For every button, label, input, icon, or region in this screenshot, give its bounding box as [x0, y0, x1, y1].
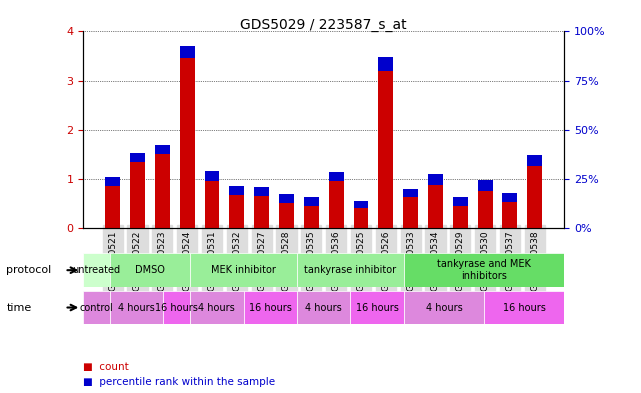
- Text: ■  count: ■ count: [83, 362, 129, 371]
- FancyBboxPatch shape: [297, 253, 404, 287]
- FancyBboxPatch shape: [163, 291, 190, 324]
- Bar: [229, 185, 244, 195]
- Bar: [503, 193, 517, 202]
- Text: ■  percentile rank within the sample: ■ percentile rank within the sample: [83, 377, 276, 387]
- Bar: [503, 202, 517, 228]
- FancyBboxPatch shape: [404, 291, 484, 324]
- Bar: [428, 174, 443, 185]
- Bar: [353, 201, 369, 208]
- Bar: [528, 155, 542, 165]
- FancyBboxPatch shape: [297, 291, 351, 324]
- Text: 4 hours: 4 hours: [426, 303, 462, 312]
- Text: 16 hours: 16 hours: [356, 303, 399, 312]
- Bar: [204, 181, 219, 228]
- Bar: [279, 193, 294, 204]
- Bar: [353, 208, 369, 228]
- Bar: [105, 186, 120, 228]
- Bar: [453, 206, 468, 228]
- Text: control: control: [80, 303, 113, 312]
- Text: 4 hours: 4 hours: [199, 303, 235, 312]
- Bar: [304, 206, 319, 228]
- Text: untreated: untreated: [72, 265, 121, 275]
- Bar: [428, 185, 443, 228]
- Text: DMSO: DMSO: [135, 265, 165, 275]
- FancyBboxPatch shape: [110, 291, 163, 324]
- FancyBboxPatch shape: [404, 253, 564, 287]
- Bar: [378, 71, 393, 228]
- Bar: [204, 171, 219, 181]
- Bar: [403, 189, 418, 197]
- FancyBboxPatch shape: [110, 253, 190, 287]
- Text: 4 hours: 4 hours: [119, 303, 155, 312]
- Bar: [304, 197, 319, 206]
- Bar: [179, 59, 195, 228]
- Bar: [179, 46, 195, 59]
- Bar: [155, 145, 170, 154]
- Bar: [229, 195, 244, 228]
- Bar: [329, 181, 344, 228]
- Bar: [478, 180, 492, 191]
- Text: tankyrase and MEK
inhibitors: tankyrase and MEK inhibitors: [437, 259, 531, 281]
- Text: GDS5029 / 223587_s_at: GDS5029 / 223587_s_at: [240, 18, 407, 32]
- Bar: [155, 154, 170, 228]
- Bar: [329, 173, 344, 181]
- Bar: [254, 187, 269, 196]
- Bar: [130, 153, 145, 162]
- Bar: [453, 197, 468, 206]
- Bar: [130, 162, 145, 228]
- Bar: [403, 197, 418, 228]
- Text: time: time: [6, 303, 31, 312]
- Bar: [528, 165, 542, 228]
- FancyBboxPatch shape: [484, 291, 564, 324]
- Text: MEK inhibitor: MEK inhibitor: [211, 265, 276, 275]
- FancyBboxPatch shape: [244, 291, 297, 324]
- Text: 16 hours: 16 hours: [503, 303, 545, 312]
- FancyBboxPatch shape: [83, 253, 110, 287]
- Text: protocol: protocol: [6, 265, 52, 275]
- FancyBboxPatch shape: [351, 291, 404, 324]
- FancyBboxPatch shape: [83, 291, 110, 324]
- Bar: [254, 196, 269, 228]
- FancyBboxPatch shape: [190, 253, 297, 287]
- Bar: [478, 191, 492, 228]
- FancyBboxPatch shape: [190, 291, 244, 324]
- Bar: [105, 177, 120, 186]
- Text: 4 hours: 4 hours: [305, 303, 342, 312]
- Text: 16 hours: 16 hours: [249, 303, 292, 312]
- Text: tankyrase inhibitor: tankyrase inhibitor: [304, 265, 397, 275]
- Bar: [279, 204, 294, 228]
- Text: 16 hours: 16 hours: [155, 303, 198, 312]
- Bar: [378, 57, 393, 71]
